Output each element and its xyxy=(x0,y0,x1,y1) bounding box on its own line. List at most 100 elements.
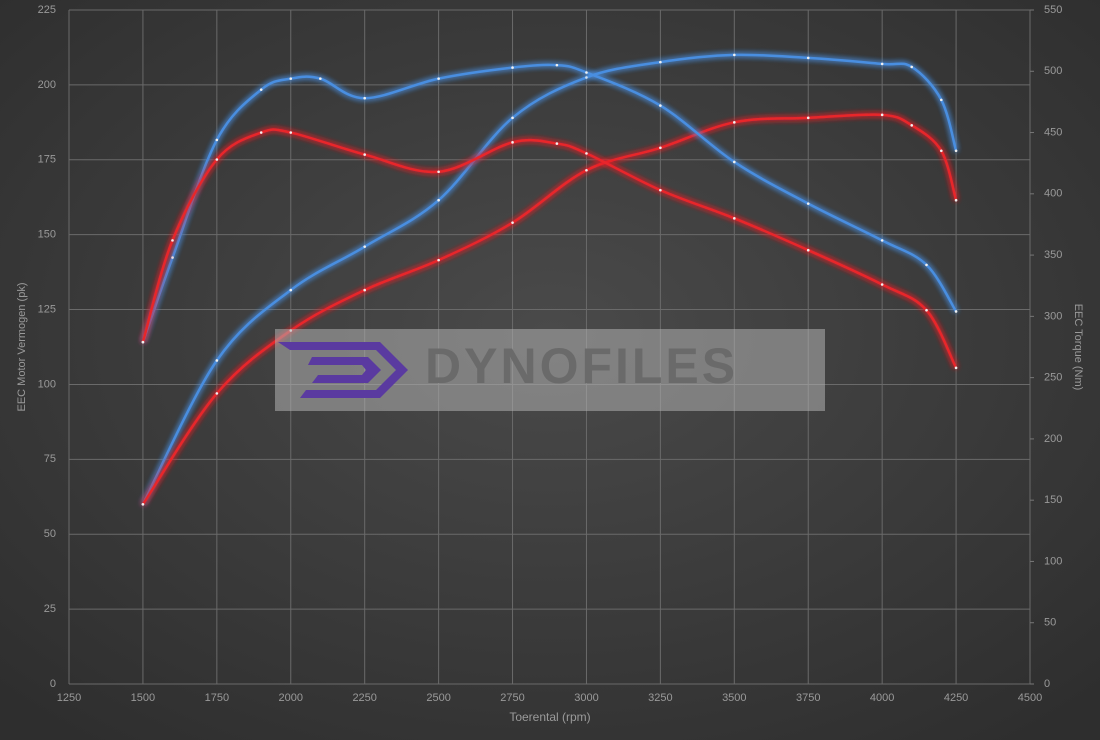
point xyxy=(437,77,440,80)
series xyxy=(141,53,958,506)
point xyxy=(141,340,145,344)
y-tick-label: 50 xyxy=(44,528,56,540)
point xyxy=(363,245,366,248)
point xyxy=(437,258,440,262)
point xyxy=(437,170,440,174)
grid: 1250 1500 1750 2000 2250 2500 2750 3000 3250 3500… xyxy=(38,4,1063,704)
y2-tick-label: 300 xyxy=(1044,310,1062,322)
y2-tick-label: 400 xyxy=(1044,188,1062,200)
point xyxy=(363,96,366,100)
point xyxy=(733,217,736,220)
point xyxy=(806,248,810,252)
point xyxy=(880,283,884,286)
y-tick-label: 0 xyxy=(50,678,56,690)
watermark-text: DYNOFILES xyxy=(425,338,738,394)
point xyxy=(511,221,514,224)
point xyxy=(289,288,293,292)
point xyxy=(259,88,263,91)
point xyxy=(954,149,958,153)
point xyxy=(585,76,588,79)
point xyxy=(215,138,219,142)
point xyxy=(585,168,588,172)
point xyxy=(659,146,662,150)
point xyxy=(806,116,810,120)
y2-tick-label: 450 xyxy=(1044,126,1062,138)
point xyxy=(659,104,662,107)
point xyxy=(954,366,958,370)
point xyxy=(733,53,736,57)
y2-tick-label: 250 xyxy=(1044,372,1062,384)
point xyxy=(585,152,588,155)
point xyxy=(806,56,810,60)
y2-tick-label: 200 xyxy=(1044,433,1062,445)
point xyxy=(511,66,514,69)
x-tick-label: 4000 xyxy=(870,692,894,704)
x-tick-label: 3250 xyxy=(648,692,672,704)
y-tick-label: 150 xyxy=(38,229,56,241)
point xyxy=(880,62,884,66)
point xyxy=(141,502,145,506)
y-tick-label: 200 xyxy=(38,79,56,91)
y2-tick-label: 150 xyxy=(1044,494,1062,506)
x-tick-label: 1750 xyxy=(205,692,229,704)
y2-tick-label: 100 xyxy=(1044,555,1062,567)
point xyxy=(925,308,928,312)
point xyxy=(215,359,219,362)
y-tick-label: 175 xyxy=(38,154,56,166)
x-tick-label: 2750 xyxy=(500,692,524,704)
y2-tick-label: 500 xyxy=(1044,65,1062,77)
y-tick-label: 100 xyxy=(38,378,56,390)
point xyxy=(511,141,514,144)
x-tick-label: 1250 xyxy=(57,692,81,704)
point xyxy=(215,392,219,395)
y2-tick-label: 0 xyxy=(1044,678,1050,690)
x-tick-label: 3750 xyxy=(796,692,820,704)
point xyxy=(910,65,914,69)
point xyxy=(659,188,662,192)
point xyxy=(659,60,662,64)
point xyxy=(289,131,293,134)
y2-tick-label: 50 xyxy=(1044,617,1056,629)
y-tick-label: 75 xyxy=(44,453,56,465)
watermark-logo xyxy=(278,342,408,398)
x-tick-label: 4500 xyxy=(1018,692,1042,704)
point xyxy=(511,116,514,120)
y2-tick-label: 350 xyxy=(1044,249,1062,261)
x-tick-label: 3500 xyxy=(722,692,746,704)
x-tick-label: 1500 xyxy=(131,692,155,704)
x-tick-label: 2250 xyxy=(352,692,376,704)
point xyxy=(259,131,263,134)
point xyxy=(215,158,219,161)
point xyxy=(289,77,293,80)
point xyxy=(880,113,884,117)
point xyxy=(363,153,366,156)
y2-axis-label: EEC Torque (Nm) xyxy=(1072,304,1084,391)
point xyxy=(939,149,943,153)
point xyxy=(733,121,736,124)
point xyxy=(437,198,440,202)
point xyxy=(806,202,810,205)
series-line xyxy=(141,53,958,505)
y-axis-label: EEC Motor Vermogen (pk) xyxy=(16,283,28,412)
point xyxy=(585,71,588,74)
y-tick-label: 125 xyxy=(38,303,56,315)
x-tick-label: 4250 xyxy=(944,692,968,704)
x-tick-label: 2500 xyxy=(426,692,450,704)
point xyxy=(925,263,928,267)
point xyxy=(171,256,174,259)
point xyxy=(954,198,958,202)
point xyxy=(555,142,559,145)
y-tick-label: 25 xyxy=(44,603,56,615)
point xyxy=(954,310,958,313)
point xyxy=(880,239,884,242)
point xyxy=(555,63,559,67)
point xyxy=(910,124,914,127)
series-line xyxy=(141,128,958,369)
point xyxy=(171,239,174,242)
point xyxy=(733,160,736,164)
point xyxy=(363,288,366,292)
x-tick-label: 3000 xyxy=(574,692,598,704)
y2-tick-label: 550 xyxy=(1044,4,1062,16)
y-tick-label: 225 xyxy=(38,4,56,16)
watermark: DYNOFILES xyxy=(275,329,825,411)
